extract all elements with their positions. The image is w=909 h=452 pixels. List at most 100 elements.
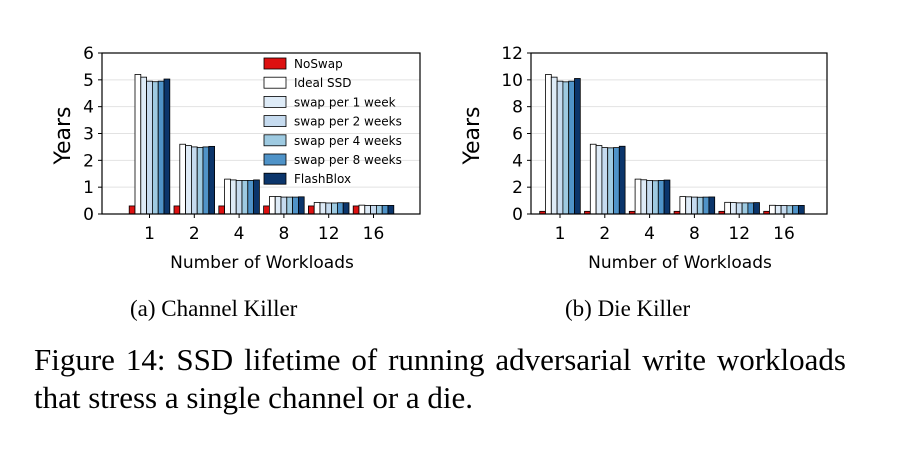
bar bbox=[151, 81, 159, 215]
bar bbox=[387, 205, 395, 215]
bar bbox=[140, 76, 148, 215]
bar bbox=[708, 196, 716, 215]
x-tick-label: 12 bbox=[318, 224, 340, 244]
bar bbox=[358, 204, 366, 215]
bar bbox=[556, 80, 564, 215]
bar bbox=[218, 205, 226, 215]
bar bbox=[235, 180, 243, 215]
bar bbox=[589, 143, 597, 215]
bar bbox=[691, 196, 698, 215]
bar bbox=[724, 201, 731, 215]
bar bbox=[774, 205, 782, 215]
x-tick-label: 16 bbox=[773, 224, 795, 244]
bar bbox=[381, 205, 389, 215]
y-axis-label: Years bbox=[460, 106, 485, 165]
bar bbox=[786, 205, 794, 215]
bar bbox=[331, 202, 338, 215]
bar bbox=[562, 81, 570, 215]
bar bbox=[342, 202, 350, 215]
bar bbox=[185, 145, 192, 215]
x-tick-label: 4 bbox=[644, 224, 655, 244]
bar bbox=[652, 180, 659, 215]
bar bbox=[730, 202, 737, 215]
bar bbox=[179, 143, 187, 215]
bar bbox=[679, 196, 687, 215]
legend-label: swap per 8 weeks bbox=[294, 153, 402, 167]
bar bbox=[202, 146, 210, 215]
bar bbox=[208, 145, 216, 215]
bar bbox=[157, 80, 165, 215]
bar bbox=[747, 202, 755, 215]
bar bbox=[163, 78, 171, 215]
legend: NoSwap Ideal SSD swap per 1 week swap per 2… bbox=[263, 57, 402, 186]
subcaption-b: (b) Die Killer bbox=[565, 296, 691, 321]
y-tick-label: 2 bbox=[83, 151, 94, 171]
bar bbox=[319, 202, 327, 215]
bar bbox=[741, 202, 749, 215]
x-axis-label: Number of Workloads bbox=[588, 253, 772, 273]
figure-caption: Figure 14: SSD lifetime of running adver… bbox=[34, 342, 846, 415]
x-tick-label: 1 bbox=[144, 224, 155, 244]
bar bbox=[646, 180, 653, 215]
bar bbox=[375, 205, 383, 215]
x-tick-label: 12 bbox=[728, 224, 750, 244]
bar bbox=[364, 205, 371, 215]
bar bbox=[792, 205, 799, 215]
plot-frame bbox=[530, 52, 828, 215]
plot-frame bbox=[101, 52, 421, 215]
bar bbox=[325, 202, 332, 215]
y-tick-label: 0 bbox=[512, 205, 523, 225]
bar bbox=[696, 196, 704, 215]
bar bbox=[313, 202, 321, 215]
y-axis-label: Years bbox=[51, 106, 76, 165]
bar bbox=[241, 180, 249, 215]
x-tick-label: 4 bbox=[234, 224, 245, 244]
legend-swatch bbox=[263, 153, 287, 166]
bar bbox=[196, 147, 204, 215]
bar bbox=[247, 180, 255, 215]
bar bbox=[336, 202, 344, 215]
bar bbox=[685, 196, 692, 215]
bar bbox=[146, 80, 153, 215]
legend-label: Ideal SSD bbox=[294, 76, 352, 90]
bar bbox=[769, 204, 776, 215]
bar bbox=[663, 179, 671, 215]
bar bbox=[253, 179, 260, 215]
legend-swatch bbox=[263, 172, 287, 185]
bar bbox=[297, 196, 305, 215]
bar bbox=[640, 179, 648, 215]
y-tick-label: 5 bbox=[83, 71, 94, 91]
bar bbox=[268, 196, 276, 215]
bar bbox=[780, 205, 788, 215]
y-tick-label: 2 bbox=[512, 178, 523, 198]
bar bbox=[595, 145, 603, 215]
y-tick-label: 4 bbox=[83, 98, 94, 118]
x-tick-label: 2 bbox=[599, 224, 610, 244]
legend-label: FlashBlox bbox=[294, 172, 351, 186]
x-tick-label: 8 bbox=[689, 224, 700, 244]
bar bbox=[134, 74, 142, 215]
bar bbox=[607, 147, 614, 215]
x-tick-label: 2 bbox=[189, 224, 200, 244]
y-tick-label: 10 bbox=[501, 71, 523, 91]
bar bbox=[613, 147, 620, 215]
bar bbox=[735, 202, 743, 215]
y-tick-label: 3 bbox=[83, 125, 94, 145]
y-tick-label: 6 bbox=[83, 44, 94, 64]
bar bbox=[292, 196, 299, 215]
bar bbox=[190, 146, 198, 215]
legend-label: swap per 2 weeks bbox=[294, 115, 402, 129]
bar bbox=[634, 178, 642, 215]
bar bbox=[618, 145, 626, 215]
legend-swatch bbox=[263, 76, 287, 89]
bar bbox=[550, 76, 558, 215]
bar bbox=[128, 205, 136, 215]
x-tick-label: 16 bbox=[363, 224, 385, 244]
legend-swatch bbox=[263, 96, 287, 108]
legend-label: NoSwap bbox=[294, 57, 343, 71]
legend-swatch bbox=[263, 134, 287, 147]
bar bbox=[601, 147, 609, 215]
